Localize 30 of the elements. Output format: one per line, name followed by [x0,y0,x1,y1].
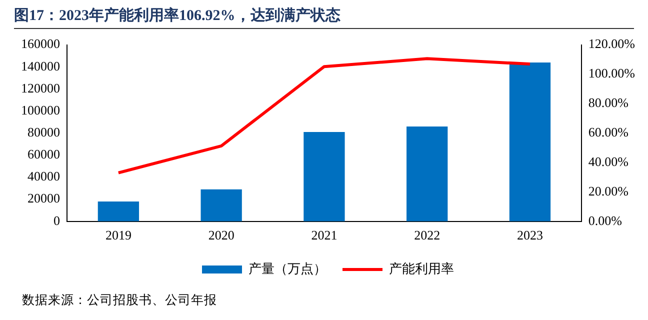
x-tick-label: 2019 [105,228,132,243]
y2-tick-label: 80.00% [588,95,629,110]
bar [406,126,448,222]
y-tick-label: 0 [54,212,60,228]
bar [509,62,551,222]
bar [200,189,242,222]
y2-tick-label: 100.00% [588,66,636,81]
y-tick-label: 40000 [28,168,60,184]
y-tick-label: 160000 [21,36,60,52]
bar [304,132,345,222]
y2-tick-label: 60.00% [588,124,629,140]
legend-label: 产量（万点） [248,260,326,276]
x-tick-label: 2020 [208,228,234,243]
y-tick-label: 120000 [21,80,60,96]
bar [98,202,140,222]
y2-tick-label: 40.00% [588,154,629,169]
y-tick-label: 20000 [28,190,60,206]
y2-tick-label: 120.00% [588,36,636,52]
source-note: 数据来源：公司招股书、公司年报 [22,292,217,309]
y-tick-label: 80000 [28,124,60,140]
y2-tick-label: 0.00% [588,212,622,228]
chart-title: 图17：2023年产能利用率106.92%，达到满产状态 [14,6,634,29]
y-tick-label: 140000 [21,58,60,74]
x-tick-label: 2021 [311,228,338,243]
y-tick-label: 100000 [21,102,60,118]
y2-tick-label: 20.00% [588,183,629,198]
legend-label: 产能利用率 [389,260,454,276]
x-tick-label: 2022 [414,228,440,243]
y-tick-label: 60000 [28,146,60,162]
x-tick-label: 2023 [516,228,543,243]
